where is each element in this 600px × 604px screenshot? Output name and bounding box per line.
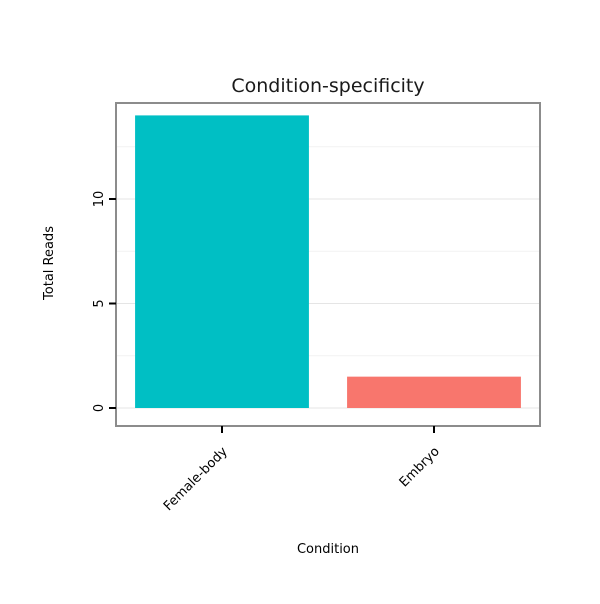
bar-female-body [135, 115, 309, 409]
y-axis-title: Total Reads [42, 226, 57, 301]
chart-title: Condition-specificity [231, 75, 424, 97]
bar-embryo [347, 376, 521, 408]
y-tick-label: 0 [92, 404, 107, 412]
x-axis-title: Condition [297, 542, 359, 557]
panel-border [115, 102, 541, 427]
x-tick-label: Embryo [397, 444, 443, 490]
plot-panel: 0 5 10 Female-body Embryo [92, 102, 541, 514]
y-tick-label: 10 [92, 191, 107, 208]
y-tick-label: 5 [92, 299, 107, 307]
x-tick-label: Female-body [161, 444, 231, 514]
